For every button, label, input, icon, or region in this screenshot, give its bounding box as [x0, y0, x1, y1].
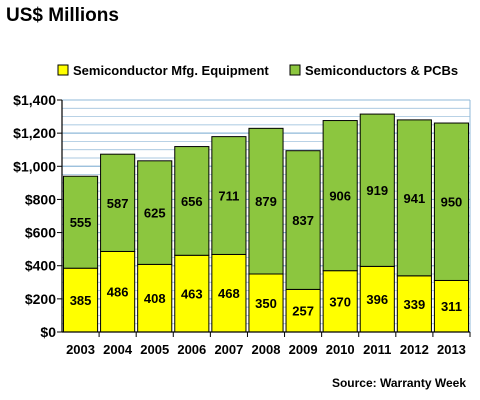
x-tick-label: 2009 — [289, 342, 318, 357]
bar-value-label: 370 — [329, 294, 351, 309]
bar-semiconductor-mfg-equipment-2003 — [62, 267, 99, 333]
bar-value-label: 656 — [181, 194, 203, 209]
y-tick-label: $400 — [25, 258, 56, 274]
bar-semiconductors-pcbs-2005 — [137, 160, 173, 265]
bar-semiconductors-pcbs-2012 — [396, 119, 432, 277]
bar-semiconductor-mfg-equipment-2009 — [285, 288, 321, 333]
source-note: Source: Warranty Week — [331, 376, 466, 390]
x-tick-label: 2008 — [252, 342, 281, 357]
bar-semiconductors-pcbs-2007 — [211, 136, 247, 255]
bar-value-label: 919 — [366, 183, 388, 198]
bar-value-label: 257 — [292, 304, 314, 319]
legend-label-semiconductors-pcbs: Semiconductors & PCBs — [305, 63, 458, 78]
bar-value-label: 311 — [441, 299, 462, 314]
bar-value-label: 396 — [366, 292, 388, 307]
axes — [57, 99, 471, 337]
bar-value-label: 385 — [70, 293, 92, 308]
bar-semiconductors-pcbs-2009 — [285, 150, 321, 290]
bar-semiconductor-mfg-equipment-2013 — [433, 279, 470, 333]
x-tick-label: 2010 — [326, 342, 355, 357]
bar-semiconductors-pcbs-2010 — [322, 120, 358, 272]
chart-title: US$ Millions — [6, 5, 119, 26]
bar-semiconductor-mfg-equipment-2004 — [100, 250, 136, 333]
x-tick-label: 2012 — [400, 342, 429, 357]
bar-value-label: 468 — [218, 286, 240, 301]
legend-swatch-semiconductor-mfg-equipment — [57, 64, 69, 76]
y-tick-label: $200 — [25, 291, 56, 307]
bar-value-label: 408 — [144, 291, 166, 306]
y-tick-label: $0 — [40, 324, 56, 340]
y-tick-label: $1,000 — [13, 158, 56, 174]
bar-semiconductor-mfg-equipment-2010 — [322, 270, 358, 333]
bar-semiconductor-mfg-equipment-2012 — [396, 275, 432, 333]
bar-semiconductor-mfg-equipment-2008 — [248, 273, 284, 333]
bar-value-label: 879 — [255, 194, 277, 209]
bar-semiconductors-pcbs-2008 — [248, 127, 284, 275]
bar-semiconductors-pcbs-2011 — [359, 113, 395, 267]
bar-value-label: 587 — [107, 196, 129, 211]
x-tick-label: 2006 — [177, 342, 206, 357]
bar-value-label: 350 — [255, 296, 277, 311]
bar-semiconductors-pcbs-2013 — [433, 122, 470, 281]
x-tick-label: 2005 — [140, 342, 169, 357]
x-tick-label: 2013 — [437, 342, 466, 357]
bar-value-label: 486 — [107, 285, 129, 300]
labels: 385 555 2003 486 587 2004 408 625 2005 463 656 2006… — [13, 92, 466, 357]
bar-value-label: 950 — [441, 195, 463, 210]
y-tick-label: $1,400 — [13, 92, 56, 108]
x-tick-label: 2003 — [66, 342, 95, 357]
bar-semiconductors-pcbs-2006 — [174, 146, 210, 256]
x-tick-label: 2007 — [214, 342, 243, 357]
bar-semiconductor-mfg-equipment-2006 — [174, 254, 210, 333]
bar-value-label: 711 — [218, 189, 239, 204]
bar-semiconductors-pcbs-2004 — [100, 153, 136, 252]
bar-value-label: 906 — [329, 189, 351, 204]
bar-value-label: 837 — [292, 213, 314, 228]
bar-semiconductors-pcbs-2003 — [62, 175, 99, 269]
bar-value-label: 941 — [404, 191, 426, 206]
bar-value-label: 555 — [70, 215, 92, 230]
y-tick-label: $600 — [25, 225, 56, 241]
y-tick-label: $1,200 — [13, 125, 56, 141]
y-tick-label: $800 — [25, 191, 56, 207]
bar-value-label: 463 — [181, 287, 203, 302]
legend-swatch-semiconductors-pcbs — [289, 64, 301, 76]
bars — [62, 113, 470, 333]
legend: Semiconductor Mfg. Equipment Semiconducto… — [57, 63, 458, 78]
x-tick-label: 2011 — [363, 342, 391, 357]
bar-value-label: 339 — [404, 297, 426, 312]
legend-label-semiconductor-mfg-equipment: Semiconductor Mfg. Equipment — [73, 63, 269, 78]
x-tick-label: 2004 — [103, 342, 133, 357]
bar-semiconductor-mfg-equipment-2007 — [211, 253, 247, 333]
bar-value-label: 625 — [144, 206, 166, 221]
bar-semiconductor-mfg-equipment-2011 — [359, 265, 395, 333]
